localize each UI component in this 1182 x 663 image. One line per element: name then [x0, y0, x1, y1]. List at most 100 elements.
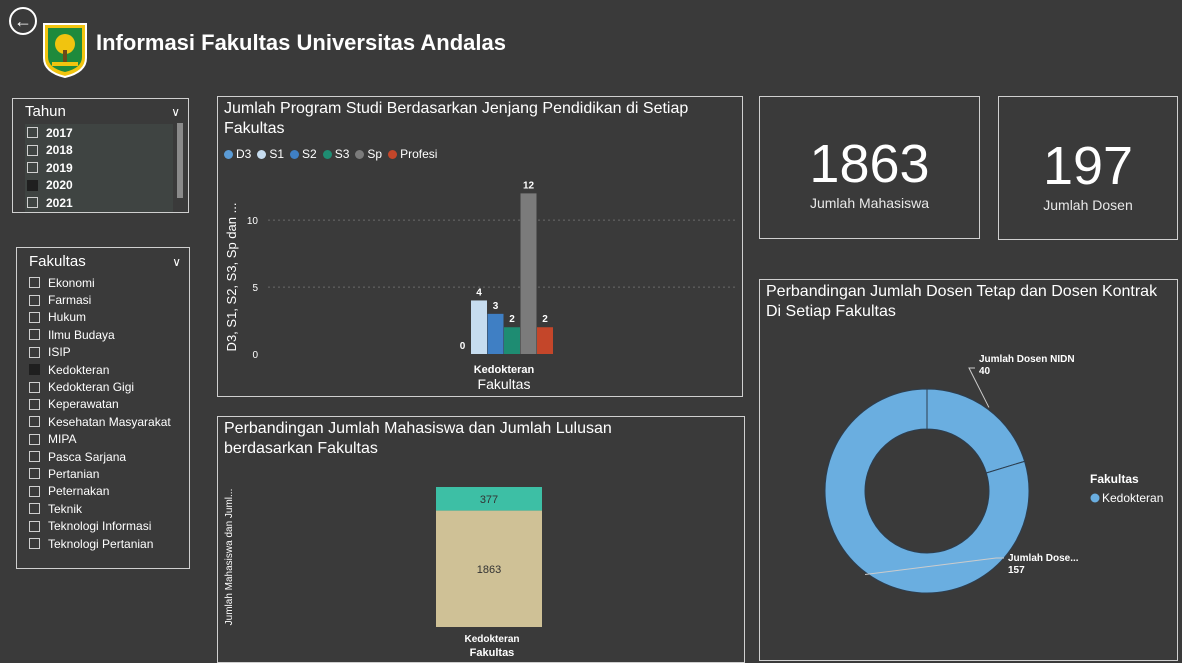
year-slicer-title: Tahun	[25, 103, 66, 120]
checkbox[interactable]	[27, 197, 38, 209]
y-tick-label: 5	[252, 283, 258, 294]
y-axis-label: D3, S1, S2, S3, Sp dan ...	[224, 203, 239, 352]
leader-line	[865, 557, 1004, 576]
bar-s1[interactable]	[471, 300, 487, 354]
kpi-card-dosen: 197 Jumlah Dosen	[998, 96, 1178, 240]
bar-profesi[interactable]	[537, 327, 553, 354]
checkbox[interactable]	[29, 503, 40, 515]
kpi-value: 1863	[809, 134, 930, 194]
legend-dot	[1090, 493, 1100, 503]
arrow-left-circle-icon: ←	[14, 11, 32, 31]
donut-slice-0[interactable]	[926, 388, 1026, 474]
donut-slice-1[interactable]	[824, 388, 1030, 594]
year-slicer-header[interactable]: Tahun ∨	[25, 103, 180, 120]
checkbox[interactable]	[27, 162, 38, 174]
legend-item-sp[interactable]: Sp	[355, 147, 382, 161]
chevron-down-icon: ∨	[171, 104, 180, 119]
back-button[interactable]: ←	[9, 7, 37, 35]
y-tick-label: 0	[252, 350, 258, 361]
stack-segment-1[interactable]	[436, 487, 542, 511]
y-tick-label: 10	[247, 216, 259, 227]
checkbox[interactable]	[29, 346, 40, 358]
faculty-slicer-header[interactable]: Fakultas ∨	[29, 253, 181, 270]
legend-item-d3[interactable]: D3	[224, 147, 251, 161]
slicer-item-2021[interactable]: 2021	[25, 194, 173, 212]
slicer-item-pasca-sarjana[interactable]: Pasca Sarjana	[29, 448, 181, 465]
legend-item-profesi[interactable]: Profesi	[388, 147, 437, 161]
legend-dot	[224, 149, 233, 159]
slicer-item-ilmu-budaya[interactable]: Ilmu Budaya	[29, 326, 181, 343]
slicer-item-2017[interactable]: 2017	[25, 124, 173, 142]
data-label: 0	[460, 341, 466, 352]
checkbox[interactable]	[27, 144, 38, 156]
legend-item-s3[interactable]: S3	[322, 147, 349, 161]
legend-dot	[290, 149, 300, 159]
stack-segment-0[interactable]	[436, 510, 542, 627]
data-label: 2	[509, 314, 515, 325]
checkbox-checked[interactable]	[29, 364, 40, 376]
leader-line	[968, 367, 990, 408]
checkbox[interactable]	[29, 451, 40, 463]
slicer-item-kedokteran-gigi[interactable]: Kedokteran Gigi	[29, 378, 181, 395]
university-logo	[40, 20, 90, 79]
checkbox[interactable]	[29, 468, 40, 480]
slicer-item-farmasi[interactable]: Farmasi	[29, 291, 181, 308]
checkbox[interactable]	[29, 277, 40, 289]
kpi-label: Jumlah Mahasiswa	[809, 195, 930, 211]
data-label: 377	[480, 494, 498, 506]
faculty-slicer: Fakultas ∨ Ekonomi Farmasi Hukum Ilmu Bu…	[16, 247, 190, 569]
checkbox[interactable]	[29, 294, 40, 306]
slicer-item-teknologi-pertanian[interactable]: Teknologi Pertanian	[29, 535, 181, 552]
slicer-item-2020[interactable]: 2020	[25, 176, 173, 194]
kpi-card-mahasiswa: 1863 Jumlah Mahasiswa	[759, 96, 980, 239]
checkbox[interactable]	[27, 127, 38, 139]
slicer-item-pertanian[interactable]: Pertanian	[29, 465, 181, 482]
slicer-item-teknik[interactable]: Teknik	[29, 500, 181, 517]
checkbox-checked[interactable]	[27, 179, 38, 191]
checkbox[interactable]	[29, 520, 40, 532]
checkbox[interactable]	[29, 311, 40, 323]
slicer-item-isip[interactable]: ISIP	[29, 344, 181, 361]
slicer-item-peternakan[interactable]: Peternakan	[29, 483, 181, 500]
bar-s2[interactable]	[487, 313, 504, 354]
chart-legend: D3 S1 S2 S3 Sp Profesi	[224, 147, 437, 161]
data-label: 12	[523, 180, 535, 191]
slicer-item-hukum[interactable]: Hukum	[29, 309, 181, 326]
checkbox[interactable]	[29, 433, 40, 445]
checkbox[interactable]	[29, 485, 40, 497]
checkbox[interactable]	[29, 416, 40, 428]
slice-value: 157	[1008, 565, 1025, 576]
checkbox[interactable]	[29, 398, 40, 410]
mahasiswa-lulusan-stacked-chart[interactable]: Jumlah Mahasiswa dan Juml... 1863 377 Ked…	[218, 477, 744, 663]
slice-label: Jumlah Dose...	[1008, 553, 1079, 564]
faculty-slicer-list: Ekonomi Farmasi Hukum Ilmu Budaya ISIP K…	[29, 274, 181, 552]
slicer-item-kedokteran[interactable]: Kedokteran	[29, 361, 181, 378]
slicer-item-teknologi-informasi[interactable]: Teknologi Informasi	[29, 517, 181, 534]
checkbox[interactable]	[29, 538, 40, 550]
slicer-item-2018[interactable]: 2018	[25, 141, 173, 159]
chart-title: Perbandingan Jumlah Mahasiswa dan Jumlah…	[224, 420, 612, 457]
legend-item-s1[interactable]: S1	[257, 147, 284, 161]
slicer-item-ekonomi[interactable]: Ekonomi	[29, 274, 181, 291]
slicer-item-mipa[interactable]: MIPA	[29, 431, 181, 448]
kpi-label: Jumlah Dosen	[1043, 197, 1133, 213]
legend-dot	[388, 149, 398, 159]
bar-s3[interactable]	[504, 327, 520, 354]
slicer-item-2019[interactable]: 2019	[25, 159, 173, 177]
slice-value: 40	[979, 366, 991, 377]
bar-sp[interactable]	[520, 193, 537, 354]
y-axis-label: Jumlah Mahasiswa dan Juml...	[224, 489, 235, 626]
checkbox[interactable]	[29, 381, 40, 393]
slicer-item-kesehatan-masyarakat[interactable]: Kesehatan Masyarakat	[29, 413, 181, 430]
legend-item-s2[interactable]: S2	[290, 147, 317, 161]
x-axis-label: Fakultas	[470, 647, 515, 659]
year-slicer-list: 2017 2018 2019 2020 2021	[25, 124, 173, 212]
legend-entry-kedokteran[interactable]: Kedokteran	[1102, 491, 1163, 505]
slicer-item-keperawatan[interactable]: Keperawatan	[29, 396, 181, 413]
mahasiswa-lulusan-chart-panel: Perbandingan Jumlah Mahasiswa dan Jumlah…	[217, 416, 745, 663]
year-slicer-scrollbar[interactable]	[177, 123, 183, 198]
legend-title: Fakultas	[1090, 472, 1139, 486]
checkbox[interactable]	[29, 329, 40, 341]
